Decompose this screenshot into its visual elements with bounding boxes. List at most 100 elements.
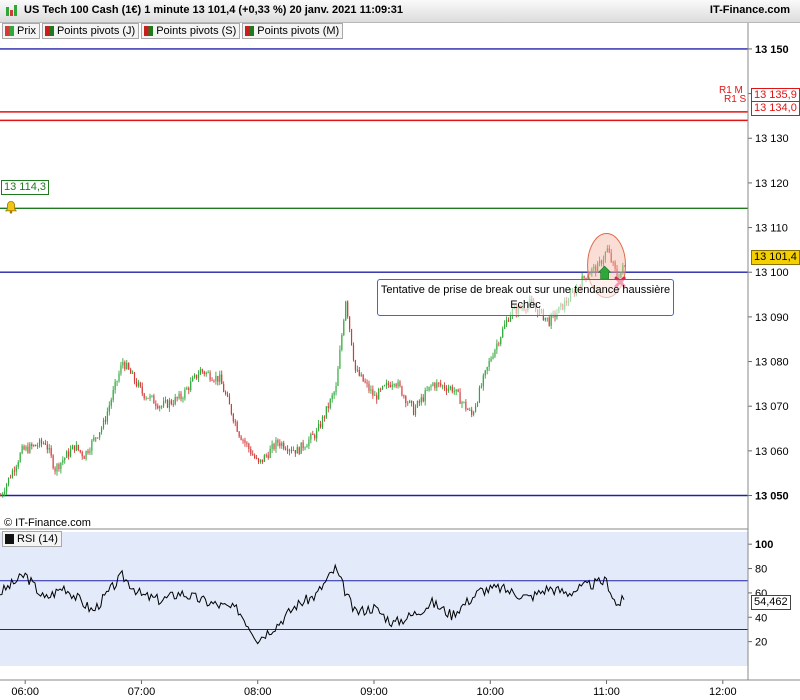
candle-body	[459, 391, 461, 404]
candle-body	[104, 420, 107, 422]
candle-body	[205, 372, 207, 375]
candle-body	[339, 349, 341, 369]
candle-body	[294, 450, 296, 454]
candle-body	[0, 495, 2, 497]
candle-body	[157, 405, 159, 409]
candle-body	[349, 316, 351, 330]
candle-body	[428, 386, 430, 391]
candle-body	[345, 301, 347, 321]
candle-body	[504, 324, 506, 329]
candle-body	[9, 477, 12, 479]
legend-item-prix[interactable]: Prix	[2, 23, 40, 39]
candle-body	[445, 388, 448, 391]
candles-group	[0, 244, 626, 498]
candle-body	[209, 372, 211, 380]
candle-body	[159, 406, 161, 409]
candle-body	[457, 389, 459, 392]
candle-body	[126, 362, 128, 370]
candle-body	[95, 437, 97, 439]
candle-body	[174, 397, 176, 405]
candle-body	[6, 484, 8, 492]
candle-body	[502, 328, 504, 338]
candle-body	[221, 374, 223, 385]
candle-body	[414, 407, 417, 415]
candle-body	[600, 260, 603, 265]
rsi-tick-label: 40	[755, 612, 767, 624]
candle-body	[217, 375, 219, 382]
candle-body	[68, 451, 70, 457]
candle-body	[352, 345, 355, 361]
candle-body	[162, 401, 165, 407]
candle-body	[298, 447, 300, 454]
candle-body	[608, 248, 610, 253]
candle-body	[416, 401, 419, 408]
legend-item-pivots-m[interactable]: Points pivots (M)	[242, 23, 344, 39]
candle-body	[228, 396, 231, 405]
candle-body	[58, 464, 60, 470]
candle-body	[411, 400, 413, 403]
candle-body	[366, 382, 368, 384]
candle-body	[350, 329, 353, 346]
price-level-lines	[0, 48, 748, 497]
candle-body	[102, 420, 105, 428]
bell-alert-icon[interactable]	[4, 200, 18, 214]
candle-body	[296, 447, 298, 454]
candle-body	[300, 442, 302, 454]
candle-body	[246, 442, 248, 444]
candle-body	[199, 369, 201, 375]
support-value-tag: 13 114,3	[1, 180, 50, 195]
candle-body	[335, 385, 337, 393]
candle-body	[288, 449, 291, 452]
candle-body	[546, 317, 548, 319]
candle-body	[492, 356, 494, 359]
candle-body	[409, 400, 411, 403]
candle-body	[498, 343, 500, 345]
candle-body	[149, 395, 151, 399]
candle-body	[180, 393, 182, 399]
candle-body	[219, 374, 221, 382]
candle-body	[602, 259, 605, 265]
candle-body	[25, 446, 27, 450]
candle-body	[81, 451, 83, 457]
candle-body	[267, 455, 269, 458]
candle-body	[591, 268, 593, 274]
candle-body	[614, 261, 616, 269]
candle-body	[482, 375, 484, 387]
candle-body	[507, 320, 510, 322]
candle-body	[325, 406, 327, 418]
candle-body	[443, 385, 446, 389]
candle-body	[248, 443, 250, 449]
candle-body	[147, 397, 149, 399]
candle-body	[203, 371, 205, 375]
buy-signal-marker	[597, 265, 612, 280]
candle-body	[161, 406, 163, 408]
candle-body	[333, 392, 335, 396]
candle-body	[73, 445, 76, 451]
candle-body	[306, 445, 308, 448]
candle-body	[85, 450, 87, 459]
candle-body	[478, 387, 481, 403]
candle-body	[17, 462, 19, 467]
legend-item-rsi[interactable]: RSI (14)	[2, 531, 62, 547]
candle-body	[302, 442, 304, 449]
candle-body	[197, 374, 200, 379]
copyright-notice: © IT-Finance.com	[4, 517, 91, 529]
legend-label: Points pivots (S)	[156, 25, 237, 37]
candle-body	[318, 423, 320, 431]
candle-body	[616, 268, 618, 278]
legend-item-pivots-j[interactable]: Points pivots (J)	[41, 23, 140, 39]
candle-body	[195, 374, 198, 379]
r1-s-value-tag: 13 134,0	[751, 101, 800, 116]
candle-body	[405, 396, 407, 404]
candle-body	[389, 385, 391, 387]
y-tick-label: 13 070	[755, 401, 789, 413]
candle-body	[438, 382, 440, 384]
legend-item-pivots-s[interactable]: Points pivots (S)	[141, 23, 241, 39]
candle-body	[79, 450, 81, 452]
candle-body	[337, 368, 339, 386]
candle-body	[186, 388, 188, 390]
candle-body	[190, 381, 192, 391]
candle-body	[496, 343, 498, 350]
